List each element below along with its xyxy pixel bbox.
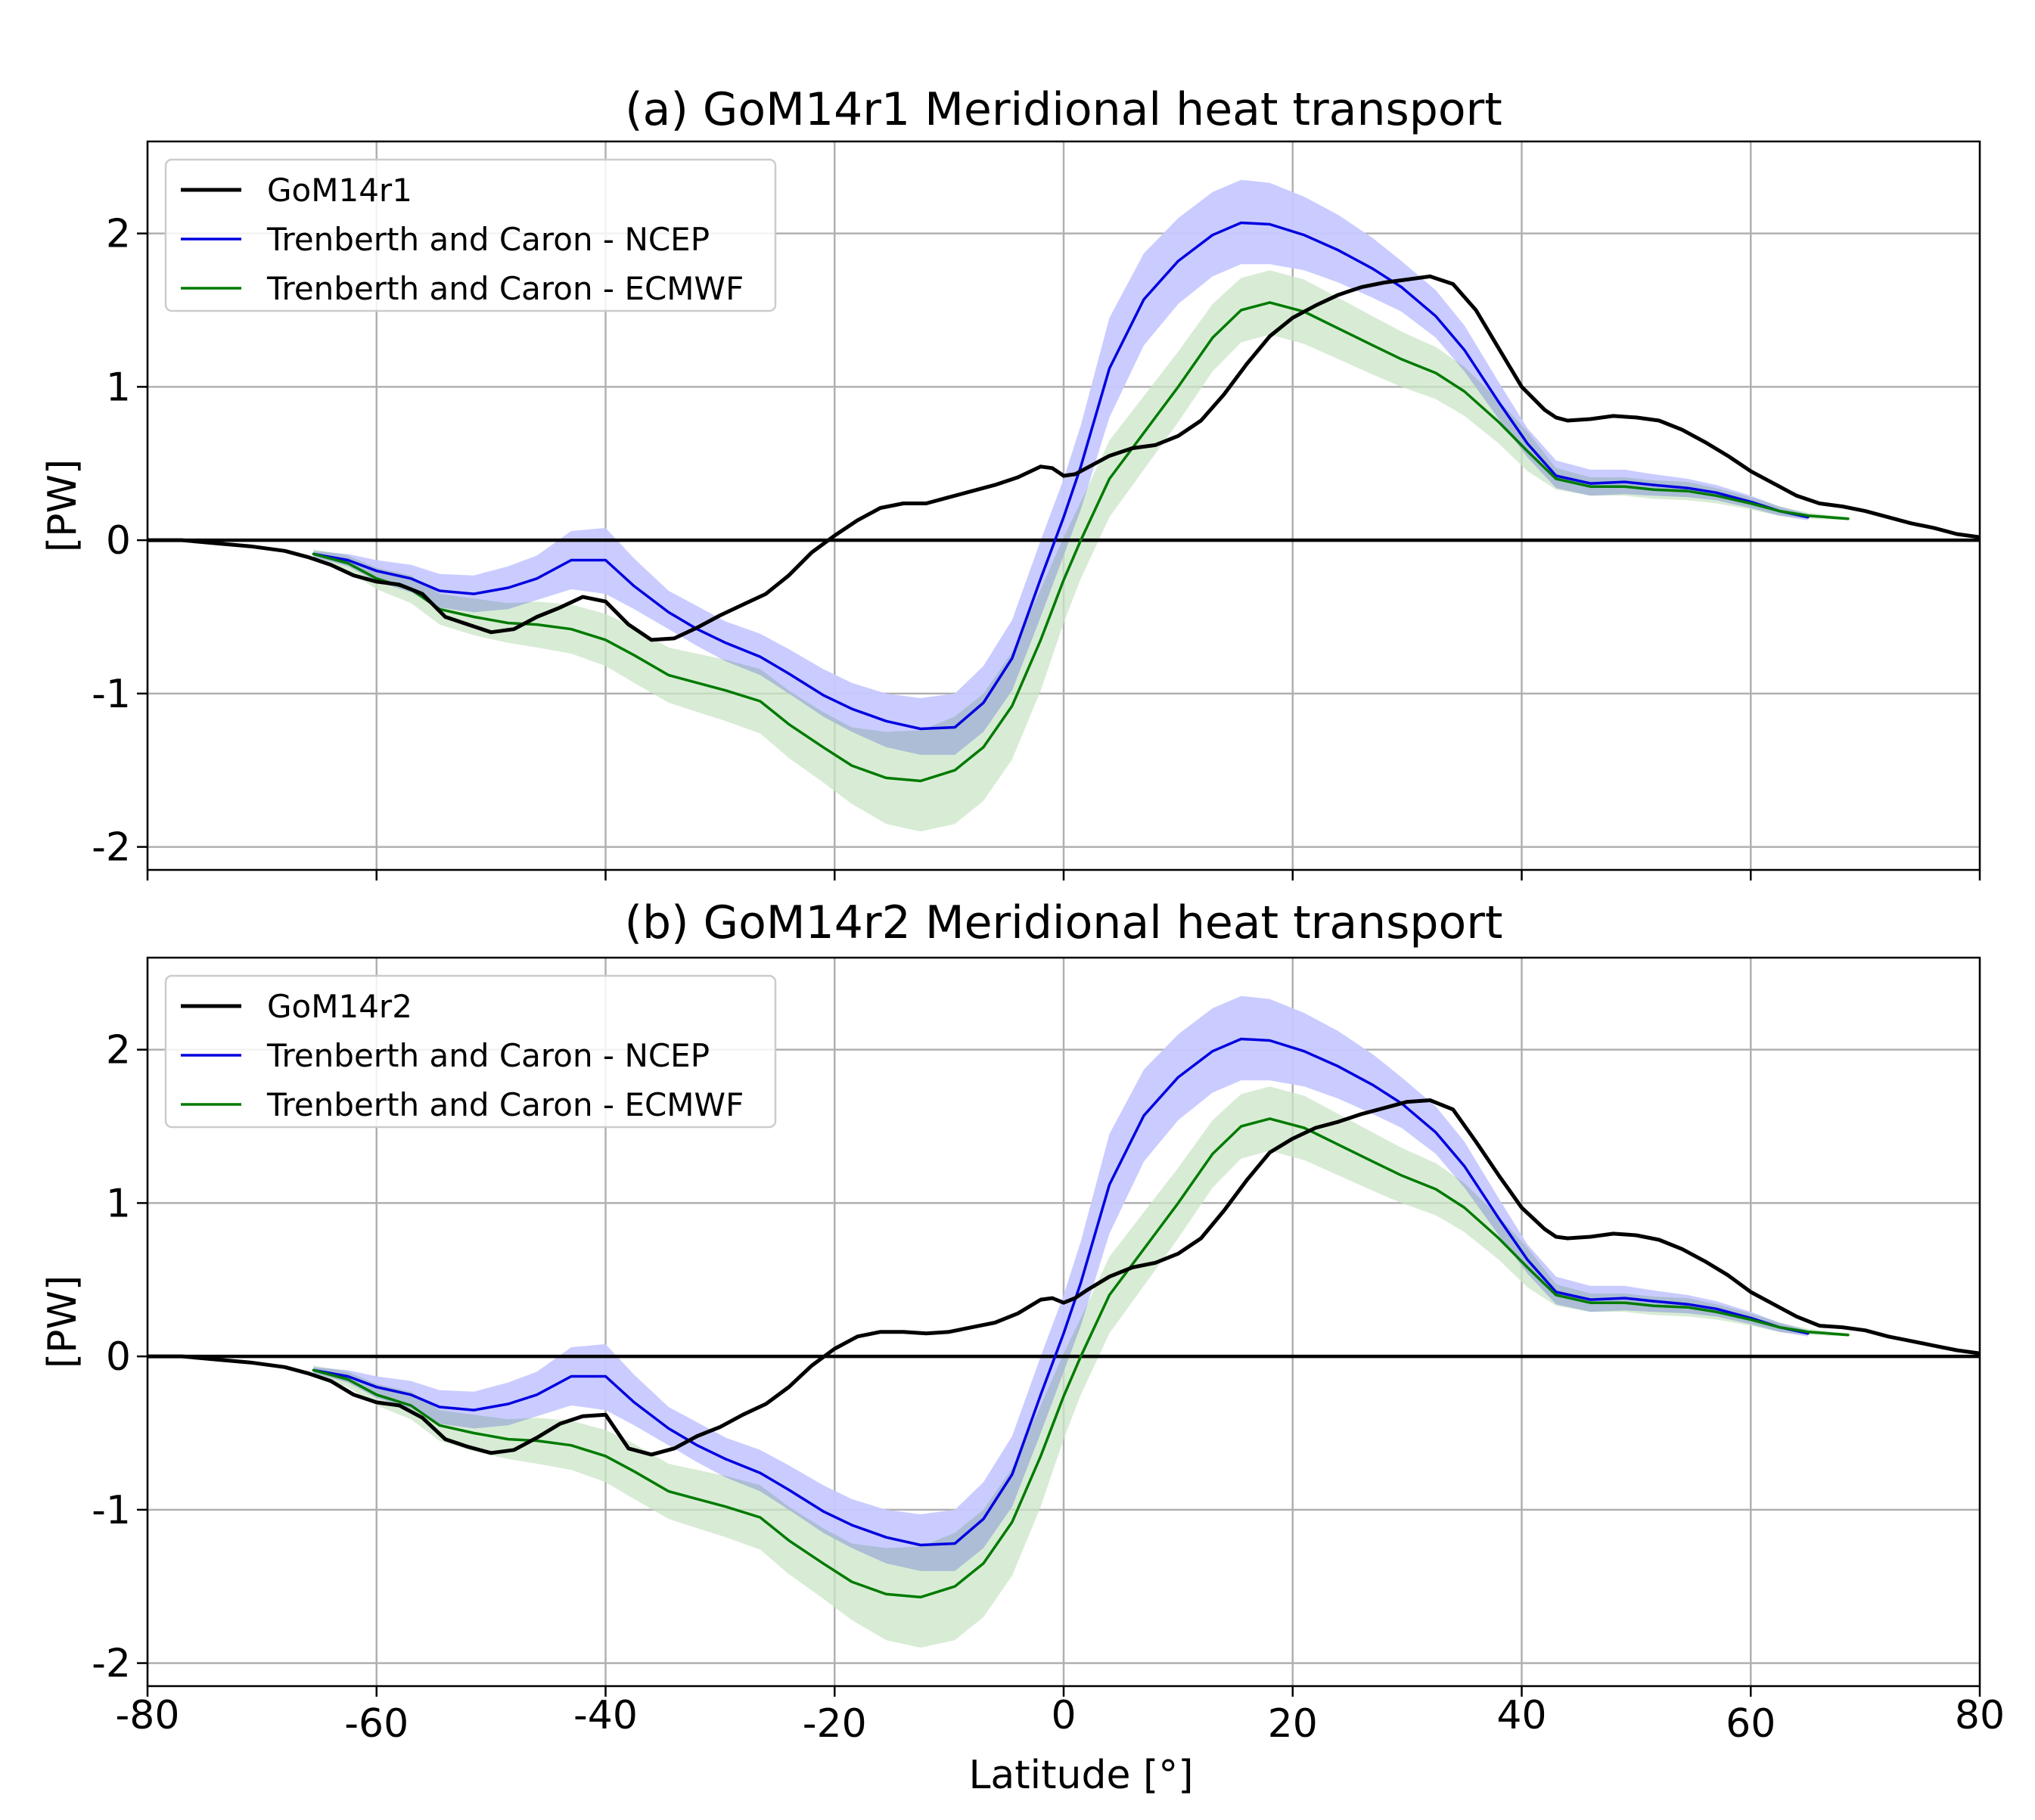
legend-label: Trenberth and Caron - NCEP <box>266 1037 710 1074</box>
plot-area <box>148 179 1980 832</box>
y-axis-label: [PW] <box>40 459 85 552</box>
legend-label: GoM14r2 <box>267 988 412 1025</box>
model-line <box>148 274 1980 642</box>
legend: GoM14r1 Trenberth and Caron - NCEP Trenber… <box>164 158 777 312</box>
chart-title: (b) GoM14r2 Meridional heat transport <box>625 896 1503 949</box>
x-tick-label: 60 <box>1726 1701 1776 1747</box>
panel-a: -2 -1 0 1 2 (a) GoM14r1 Meridional heat trans… <box>40 83 1981 880</box>
legend-label: Trenberth and Caron - ECMWF <box>266 270 744 307</box>
y-tick-label: -1 <box>92 1488 131 1533</box>
y-tick-label: 0 <box>106 518 131 564</box>
ncep-uncertainty-band <box>313 995 1808 1571</box>
legend-label: Trenberth and Caron - NCEP <box>266 221 710 258</box>
legend-label: Trenberth and Caron - ECMWF <box>266 1086 744 1123</box>
y-tick-label: 2 <box>106 212 131 257</box>
y-tick-label: -2 <box>92 825 131 871</box>
legend: GoM14r2 Trenberth and Caron - NCEP Trenber… <box>164 974 777 1129</box>
x-tick-label: -20 <box>803 1701 867 1747</box>
chart-title: (a) GoM14r1 Meridional heat transport <box>625 83 1502 136</box>
y-tick-label: 2 <box>106 1028 131 1073</box>
ncep-line <box>312 221 1810 731</box>
y-tick-label: 1 <box>106 365 131 410</box>
x-tick-label: 40 <box>1496 1693 1546 1738</box>
model-line <box>148 1098 1980 1457</box>
x-tick-label: 0 <box>1051 1693 1076 1738</box>
ecmwf-uncertainty-band <box>313 1086 1848 1648</box>
y-axis-label: [PW] <box>40 1275 85 1368</box>
x-axis-label: Latitude [°] <box>968 1753 1193 1798</box>
y-tick-label: 0 <box>106 1334 131 1380</box>
plot-area <box>148 995 1980 1648</box>
legend-box <box>164 974 777 1129</box>
ecmwf-line <box>312 1117 1850 1599</box>
x-tick-label: 20 <box>1268 1701 1318 1747</box>
ncep-line <box>312 1037 1810 1547</box>
x-tick-label: 80 <box>1955 1693 2005 1738</box>
y-tick-label: -1 <box>92 672 131 717</box>
x-tick-label: -40 <box>573 1693 638 1738</box>
ecmwf-uncertainty-band <box>313 270 1848 832</box>
panel-b: -80 -60 -40 -20 0 20 40 60 80 -2 -1 0 1 2 (b) GoM14r2 … <box>40 896 2005 1747</box>
ecmwf-line <box>312 301 1850 783</box>
legend-box <box>164 158 777 312</box>
x-tick-label: -80 <box>116 1693 180 1738</box>
x-tick-label: -60 <box>344 1701 409 1747</box>
legend-label: GoM14r1 <box>267 172 412 209</box>
y-tick-label: -2 <box>92 1641 131 1687</box>
y-tick-label: 1 <box>106 1181 131 1226</box>
ncep-uncertainty-band <box>313 179 1808 755</box>
